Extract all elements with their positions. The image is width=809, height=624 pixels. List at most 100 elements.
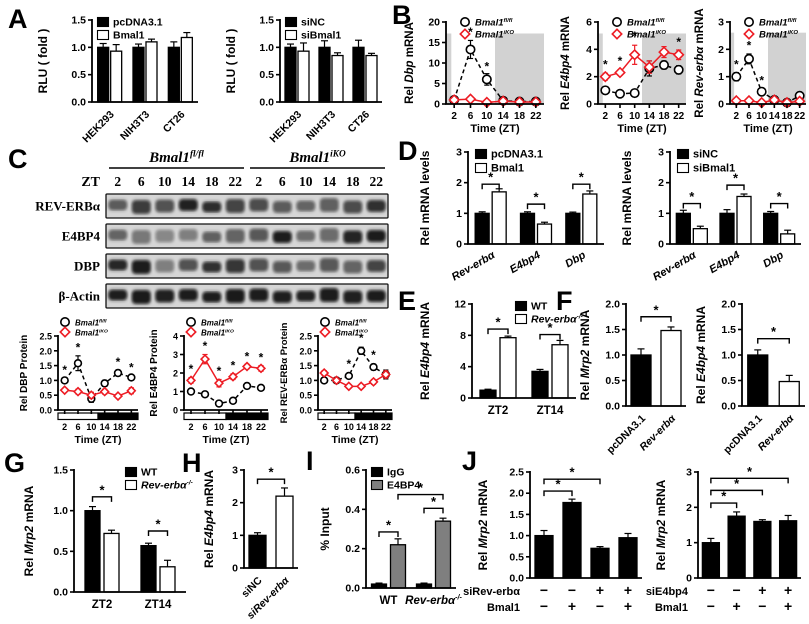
- svg-text:0: 0: [232, 563, 238, 575]
- svg-text:8: 8: [460, 330, 466, 342]
- svg-text:E4BP4: E4BP4: [387, 480, 420, 492]
- svg-text:14: 14: [644, 111, 656, 122]
- chart-a2-luciferase-knockdown: 0.0 0.5 1.0 1.5 RLU ( fold ) HEK293 NIH3T3 CT26…: [222, 8, 388, 148]
- svg-text:pcDNA3.1: pcDNA3.1: [491, 149, 543, 161]
- svg-text:*: *: [99, 482, 105, 497]
- svg-text:*: *: [371, 348, 376, 362]
- svg-text:3: 3: [718, 17, 724, 29]
- svg-text:+: +: [596, 582, 604, 598]
- svg-text:22: 22: [229, 174, 243, 189]
- svg-text:Time (ZT): Time (ZT): [74, 434, 121, 446]
- svg-text:*: *: [129, 361, 134, 375]
- svg-text:6: 6: [75, 422, 80, 432]
- svg-text:0: 0: [658, 239, 664, 251]
- svg-text:ZT14: ZT14: [537, 405, 564, 417]
- svg-text:1.5: 1.5: [721, 324, 736, 336]
- svg-text:*: *: [603, 57, 608, 71]
- svg-text:*: *: [777, 189, 783, 204]
- svg-text:*: *: [547, 320, 553, 335]
- svg-text:E4bp4: E4bp4: [508, 249, 543, 276]
- svg-text:Rel Mrp2 mRNA: Rel Mrp2 mRNA: [578, 309, 592, 400]
- svg-text:18: 18: [346, 174, 360, 189]
- svg-text:Rel Rev-erbα mRNA: Rel Rev-erbα mRNA: [694, 8, 706, 117]
- svg-text:4: 4: [173, 332, 178, 342]
- svg-text:*: *: [579, 170, 585, 185]
- svg-text:*: *: [733, 171, 739, 186]
- svg-text:ZT2: ZT2: [92, 599, 112, 611]
- svg-text:2: 2: [232, 497, 238, 509]
- svg-text:*: *: [346, 357, 351, 371]
- svg-text:10: 10: [629, 111, 641, 122]
- svg-text:siNC: siNC: [693, 149, 718, 161]
- svg-text:1.0: 1.0: [605, 350, 620, 362]
- svg-text:1: 1: [686, 537, 692, 549]
- svg-text:Bmal1iKO: Bmal1iKO: [335, 328, 368, 337]
- svg-text:*: *: [203, 339, 208, 353]
- svg-text:*: *: [231, 359, 236, 373]
- svg-text:1.0: 1.0: [721, 350, 736, 362]
- svg-text:3: 3: [232, 465, 238, 477]
- svg-text:*: *: [488, 170, 494, 185]
- svg-text:E4bp4: E4bp4: [707, 249, 742, 276]
- chart-e-e4bp4-reverba-ko: * * 0 4 8 12 Rel E4bp4 mRNA ZT2 ZT14 WT Rev-erbα-/…: [416, 292, 584, 426]
- svg-text:+: +: [568, 598, 576, 614]
- svg-text:14: 14: [323, 174, 337, 189]
- svg-text:2.0: 2.0: [509, 488, 524, 500]
- svg-text:14: 14: [182, 174, 196, 189]
- svg-text:14: 14: [100, 422, 110, 432]
- svg-text:siRev-erbα: siRev-erbα: [463, 586, 520, 598]
- svg-text:Rev-erbα-/-: Rev-erbα-/-: [141, 480, 193, 492]
- svg-text:2: 2: [322, 422, 327, 432]
- panel-label-f: F: [556, 286, 573, 316]
- svg-text:14: 14: [228, 422, 238, 432]
- svg-text:0.5: 0.5: [509, 551, 524, 563]
- svg-text:−: −: [568, 582, 576, 598]
- svg-text:1.5: 1.5: [53, 465, 68, 477]
- svg-text:Time (ZT): Time (ZT): [470, 123, 520, 135]
- svg-text:−: −: [540, 598, 548, 614]
- svg-text:Bmal1fl/fl: Bmal1fl/fl: [627, 18, 665, 29]
- svg-text:2.5: 2.5: [509, 467, 524, 479]
- svg-text:DBP: DBP: [74, 259, 100, 274]
- svg-text:2: 2: [718, 44, 724, 56]
- svg-text:*: *: [359, 331, 364, 345]
- svg-text:Rel E4bp4 mRNA: Rel E4bp4 mRNA: [202, 470, 216, 568]
- svg-text:1: 1: [173, 387, 178, 397]
- svg-text:Bmal1iKO: Bmal1iKO: [475, 30, 514, 41]
- svg-text:WT: WT: [380, 595, 398, 607]
- svg-text:2: 2: [686, 502, 692, 514]
- svg-text:0: 0: [586, 99, 592, 111]
- svg-text:1.0: 1.0: [71, 42, 86, 54]
- svg-text:18: 18: [658, 111, 670, 122]
- svg-text:0.0: 0.0: [259, 97, 274, 109]
- svg-text:+: +: [624, 582, 632, 598]
- svg-text:−: −: [758, 598, 766, 614]
- svg-text:+: +: [624, 598, 632, 614]
- svg-text:Time (ZT): Time (ZT): [743, 123, 793, 135]
- svg-text:Bmal1fl/fl: Bmal1fl/fl: [75, 318, 107, 327]
- svg-text:−: −: [733, 582, 741, 598]
- svg-text:0.0: 0.0: [509, 573, 524, 585]
- svg-text:siE4bp4: siE4bp4: [646, 586, 689, 598]
- panel-label-c: C: [8, 144, 28, 174]
- svg-text:*: *: [484, 59, 489, 73]
- svg-text:*: *: [747, 464, 753, 479]
- panel-label-i: I: [306, 446, 314, 476]
- svg-text:IgG: IgG: [387, 467, 405, 479]
- svg-text:*: *: [689, 189, 695, 204]
- svg-text:*: *: [734, 476, 740, 491]
- svg-text:2: 2: [173, 369, 178, 379]
- chart-i-chip-input: * * * 0.0 0.2 0.4 0.6 % Input WT Rev-erbα-/- IgG E4…: [316, 456, 462, 624]
- chart-j2-mrp2-sie4bp4-bmal1: * * * 0 1 2 3 Rel Mrp2 mRNA siE4bp4− − + + Bmal1− + − +: [646, 456, 809, 624]
- svg-text:3: 3: [456, 147, 462, 159]
- svg-text:*: *: [747, 38, 752, 52]
- svg-text:*: *: [618, 54, 623, 68]
- chart-b3-reverba-mrna: * * * 0 1 2 3 Rel Rev-erbα mRNA 2 6 10 14 18 22 Time (…: [690, 4, 809, 146]
- svg-text:2.0: 2.0: [721, 299, 736, 311]
- svg-text:Time (ZT): Time (ZT): [202, 434, 249, 446]
- svg-text:*: *: [468, 25, 473, 39]
- svg-text:*: *: [653, 302, 659, 317]
- svg-text:2.5: 2.5: [39, 332, 52, 342]
- svg-text:22: 22: [794, 111, 806, 122]
- svg-text:2: 2: [658, 177, 664, 189]
